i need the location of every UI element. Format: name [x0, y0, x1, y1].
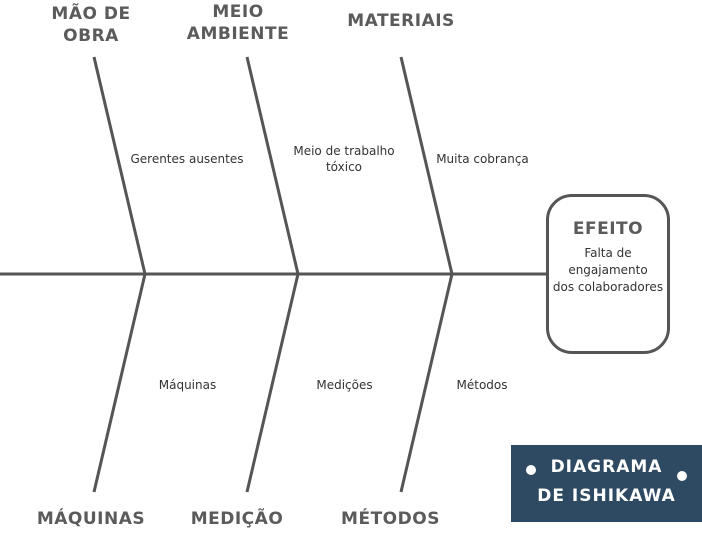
bone-mao-de-obra: [92, 56, 147, 275]
dot-right-icon: [677, 471, 687, 481]
bone-materiais: [399, 56, 454, 275]
cause-gerentes-ausentes: Gerentes ausentes: [130, 152, 244, 166]
cause-meio-de-trabalho-line1: Meio de trabalho: [293, 144, 395, 158]
brand-line1: DIAGRAMA: [550, 457, 663, 477]
bone-maquinas: [92, 273, 147, 493]
category-materiais: MATERIAIS: [347, 11, 455, 31]
bone-meio-ambiente: [245, 56, 300, 275]
category-meio-ambiente-line2: AMBIENTE: [186, 24, 290, 44]
effect-description: Falta de engajamento dos colaboradores: [549, 245, 667, 296]
bone-medicao: [245, 273, 300, 493]
cause-medicoes: Medições: [316, 378, 373, 392]
dot-left-icon: [526, 465, 536, 475]
effect-title: EFEITO: [572, 219, 644, 239]
cause-muita-cobranca: Muita cobrança: [436, 152, 529, 166]
effect-line3: dos colaboradores: [552, 280, 664, 294]
bone-metodos: [399, 273, 454, 493]
cause-meio-de-trabalho-line2: tóxico: [325, 160, 363, 174]
cause-maquinas: Máquinas: [158, 378, 217, 392]
category-mao-de-obra-line2: OBRA: [63, 26, 119, 46]
cause-metodos: Métodos: [456, 378, 508, 392]
brand-line2: DE ISHIKAWA: [537, 486, 676, 506]
effect-box: EFEITO Falta de engajamento dos colabora…: [546, 194, 670, 354]
category-maquinas: MÁQUINAS: [36, 509, 146, 529]
category-metodos: MÉTODOS: [341, 509, 440, 529]
category-meio-ambiente-line1: MEIO: [212, 2, 264, 22]
effect-line1: Falta de: [584, 246, 632, 260]
category-mao-de-obra-line1: MÃO DE: [51, 4, 131, 24]
cause-meio-de-trabalho: Meio de trabalho tóxico: [280, 143, 408, 175]
brand-badge: DIAGRAMA DE ISHIKAWA: [511, 445, 702, 522]
category-meio-ambiente: MEIO AMBIENTE: [178, 1, 298, 45]
category-medicao: MEDIÇÃO: [190, 509, 284, 529]
category-mao-de-obra: MÃO DE OBRA: [41, 3, 141, 47]
effect-line2: engajamento: [568, 263, 648, 277]
